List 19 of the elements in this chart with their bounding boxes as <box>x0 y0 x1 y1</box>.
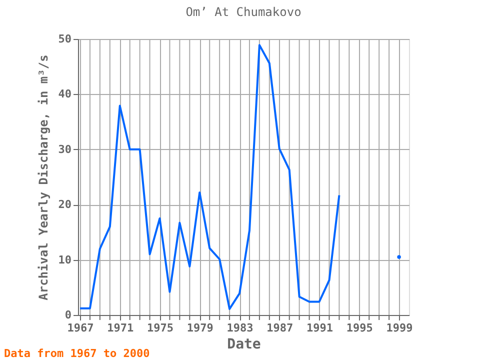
chart-title: Om’ At Chumakovo <box>186 5 302 19</box>
x-axis-title: Date <box>227 336 261 352</box>
y-tick-label: 20 <box>58 198 72 212</box>
y-tick-label: 50 <box>58 32 72 46</box>
y-tick-label: 10 <box>58 253 72 266</box>
x-tick-label: 1979 <box>186 322 214 334</box>
x-tick-label: 1975 <box>147 322 174 334</box>
y-tick-label: 0 <box>64 308 72 322</box>
x-tick-label: 1967 <box>67 322 94 334</box>
y-tick-label: 40 <box>58 88 72 101</box>
x-tick-label: 1987 <box>266 322 294 334</box>
text: Data from 1967 to 2000 <box>4 347 150 360</box>
x-tick-label: 1995 <box>346 322 373 334</box>
x-tick-label: 1971 <box>107 322 134 334</box>
x-tick-label: 1991 <box>306 322 334 334</box>
x-tick-label: 1999 <box>386 322 413 334</box>
y-axis-title: Archival Yearly Discharge, in m³/s <box>36 54 50 300</box>
x-tick-label: 1983 <box>226 322 254 334</box>
y-tick-label: 30 <box>58 142 72 156</box>
